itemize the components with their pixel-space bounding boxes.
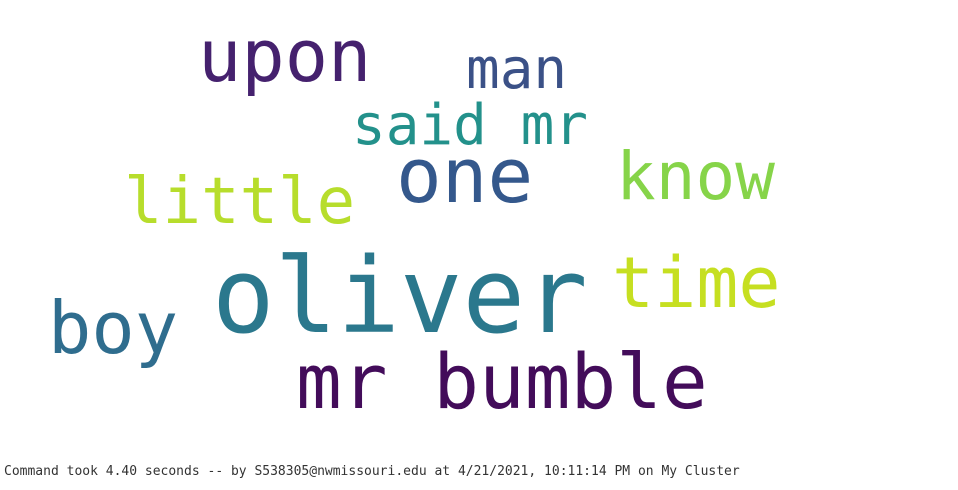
- word-know: know: [616, 138, 775, 215]
- word-cloud: upon man said mr one know little oliver …: [48, 14, 781, 426]
- word-mr-bumble: mr bumble: [296, 337, 708, 426]
- word-oliver: oliver: [212, 235, 588, 357]
- word-upon: upon: [198, 14, 372, 98]
- word-said-mr: said mr: [352, 93, 589, 158]
- word-boy: boy: [48, 286, 179, 370]
- word-man: man: [466, 37, 568, 102]
- word-time: time: [612, 242, 781, 324]
- command-status-text: Command took 4.40 seconds -- by S538305@…: [4, 464, 740, 479]
- word-one: one: [396, 131, 534, 220]
- word-little: little: [124, 165, 356, 239]
